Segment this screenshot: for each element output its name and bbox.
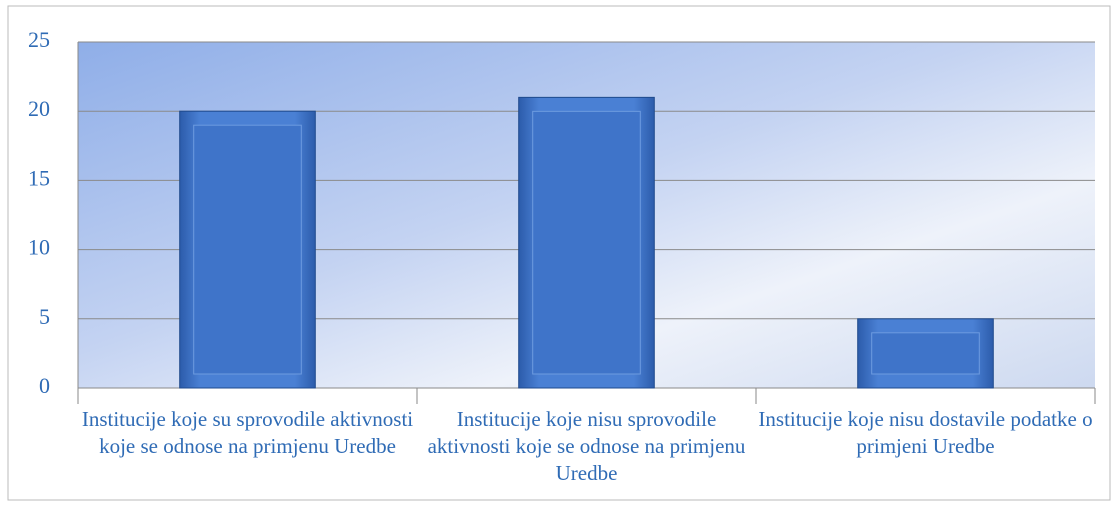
y-tick-label: 10 <box>28 235 50 260</box>
bar-bevel <box>193 124 302 375</box>
bar-bevel <box>871 332 980 375</box>
y-tick-label: 20 <box>28 96 50 121</box>
bar-bevel <box>532 110 641 375</box>
y-tick-label: 25 <box>28 27 50 52</box>
x-tick-label: Institucije koje nisu sprovodile aktivno… <box>427 407 751 485</box>
x-tick-label: Institucije koje nisu dostavile podatke … <box>758 407 1093 458</box>
y-tick-label: 0 <box>39 373 50 398</box>
y-tick-label: 15 <box>28 165 50 190</box>
y-tick-label: 5 <box>39 304 50 329</box>
x-tick-label: Institucije koje su sprovodile aktivnost… <box>81 407 414 458</box>
